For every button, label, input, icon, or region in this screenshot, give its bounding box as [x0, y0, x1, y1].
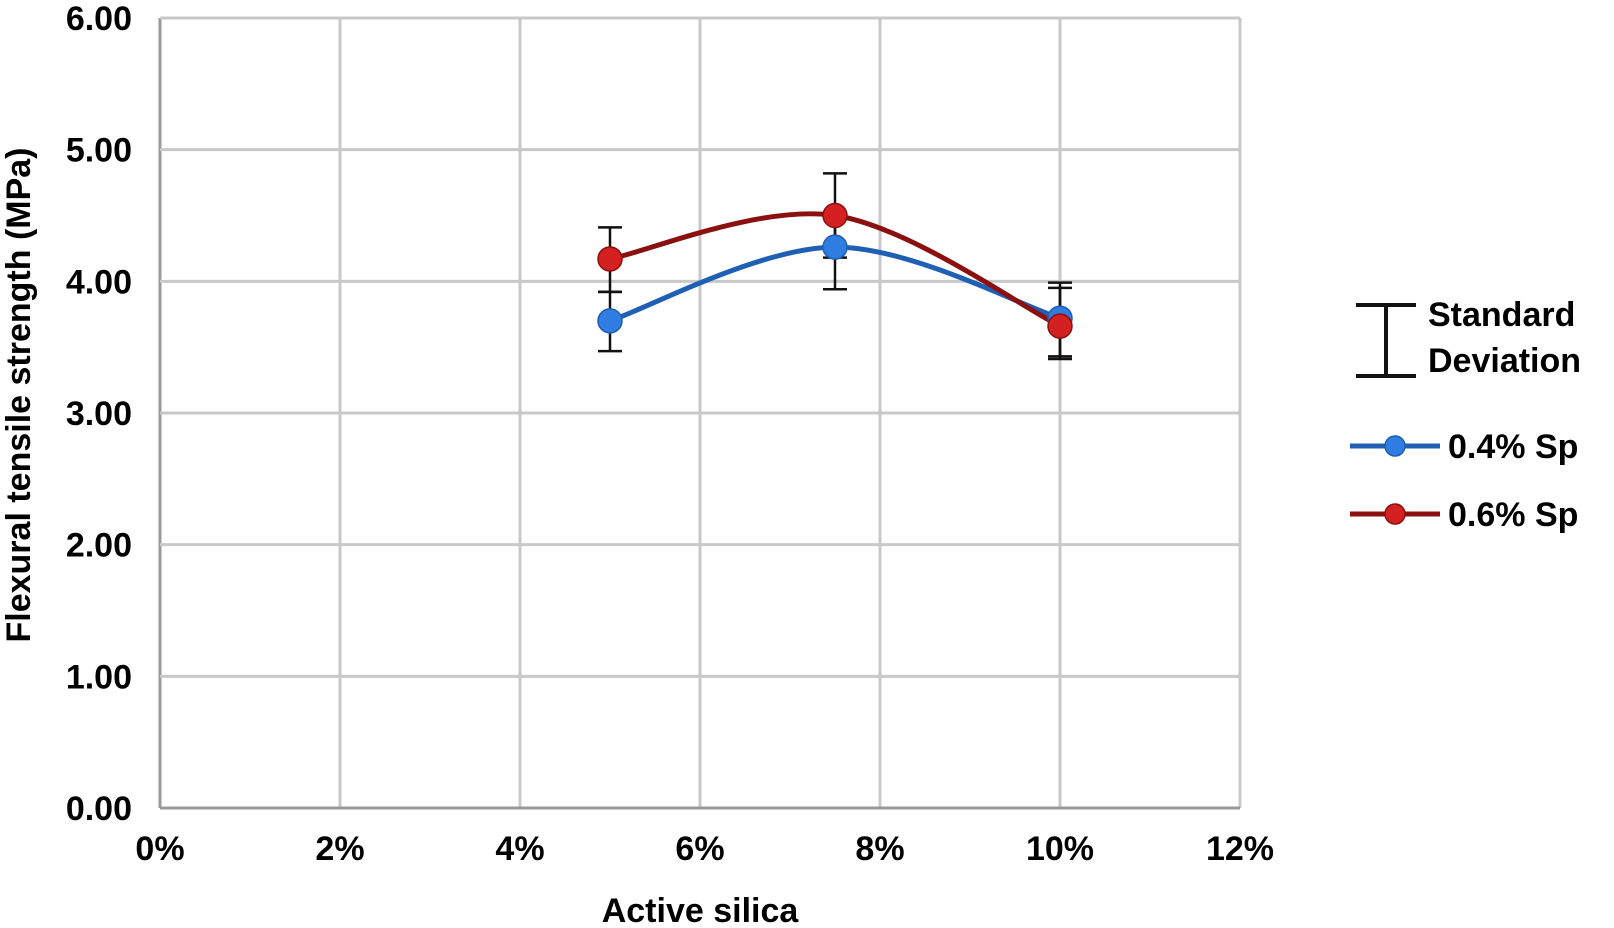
legend-entry: 0.4% Sp: [1350, 428, 1578, 466]
y-tick-label: 4.00: [66, 263, 132, 301]
legend-marker: [1384, 435, 1406, 457]
x-tick-label: 10%: [1026, 830, 1094, 868]
legend-std-dev: Standard Deviation: [1356, 296, 1581, 380]
x-tick-label: 2%: [315, 830, 364, 868]
legend-label: 0.6% Sp: [1448, 496, 1578, 534]
x-axis-title: Active silica: [602, 892, 800, 928]
data-point: [822, 202, 848, 229]
data-point: [1047, 313, 1073, 339]
series-markers: [597, 202, 1073, 339]
y-tick-label: 2.00: [66, 527, 132, 565]
y-tick-label: 3.00: [66, 395, 132, 433]
series-layer: [597, 172, 1073, 361]
error-bars: [598, 172, 1072, 361]
x-tick-label: 0%: [135, 830, 184, 868]
x-tick-label: 8%: [855, 830, 904, 868]
x-axis-ticks: 0% 2% 4% 6% 8% 10% 12%: [135, 830, 1274, 868]
y-tick-label: 6.00: [66, 0, 132, 38]
grid: [158, 16, 1242, 810]
legend: Standard Deviation 0.4% Sp 0.6% Sp: [1350, 296, 1581, 534]
legend-std-dev-label: Deviation: [1428, 342, 1581, 380]
x-tick-label: 4%: [495, 830, 544, 868]
x-tick-label: 6%: [675, 830, 724, 868]
data-point: [597, 246, 623, 272]
x-tick-label: 12%: [1206, 830, 1274, 868]
legend-label: 0.4% Sp: [1448, 428, 1578, 466]
data-point: [597, 308, 623, 334]
y-axis-ticks: 0.00 1.00 2.00 3.00 4.00 5.00 6.00: [66, 0, 132, 828]
y-axis-title: Flexural tensile strength (MPa): [0, 148, 38, 643]
data-point: [822, 234, 848, 260]
legend-entry: 0.6% Sp: [1350, 496, 1578, 534]
legend-std-dev-label: Standard: [1428, 296, 1575, 334]
y-tick-label: 0.00: [66, 790, 132, 828]
legend-marker: [1384, 503, 1406, 525]
y-tick-label: 5.00: [66, 132, 132, 170]
y-tick-label: 1.00: [66, 658, 132, 696]
